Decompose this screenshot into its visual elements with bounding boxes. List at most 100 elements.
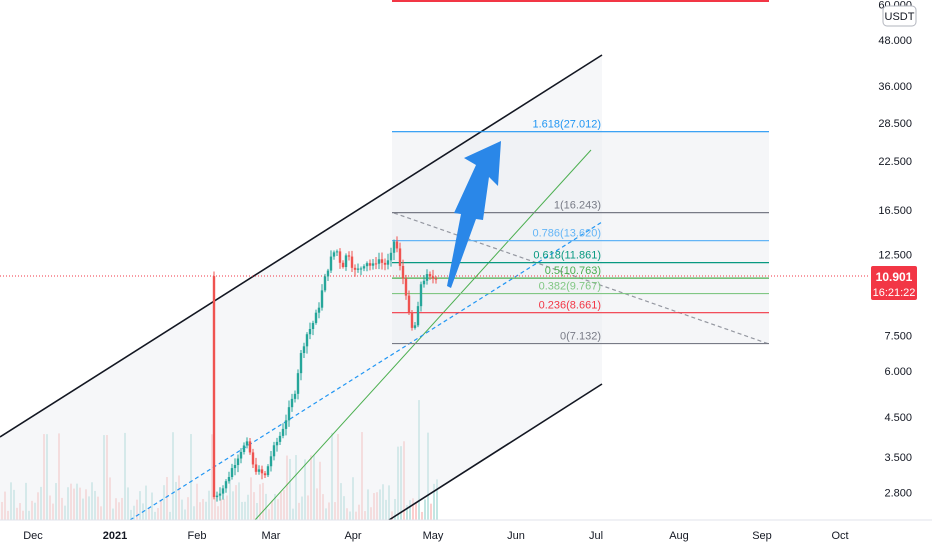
- target-arrow[interactable]: [447, 141, 501, 288]
- volume-bar: [202, 498, 204, 520]
- volume-bar: [94, 490, 96, 520]
- price-tick-2-800: 2.800: [884, 487, 912, 499]
- volume-bar: [367, 489, 369, 520]
- candle: [272, 441, 276, 461]
- price-axis[interactable]: 60.00048.00036.00028.50022.50016.50012.5…: [878, 0, 912, 499]
- volume-bar: [328, 502, 330, 520]
- volume-bar: [379, 489, 381, 520]
- volume-bar: [43, 434, 45, 520]
- candle: [398, 242, 402, 271]
- volume-bar: [130, 509, 132, 520]
- candle: [302, 342, 306, 358]
- candles: [212, 236, 438, 502]
- volume-bar: [169, 511, 171, 520]
- time-tick-feb: Feb: [188, 530, 207, 542]
- volume-bar: [193, 506, 195, 520]
- volume-bar: [76, 483, 78, 520]
- candle: [314, 309, 318, 325]
- candle: [260, 465, 264, 480]
- candle: [215, 491, 219, 502]
- volume-bar: [250, 477, 252, 520]
- candle: [263, 470, 267, 479]
- candle: [338, 248, 342, 269]
- volume-bar: [1, 501, 3, 520]
- candle: [413, 322, 417, 330]
- time-tick-aug: Aug: [669, 530, 689, 542]
- volume-bar: [187, 497, 189, 520]
- volume-bar: [148, 508, 150, 520]
- volume-bar: [247, 494, 249, 520]
- volume-bar: [259, 484, 261, 520]
- time-tick-jun: Jun: [507, 530, 525, 542]
- blue-dashed-trend-line[interactable]: [129, 221, 603, 521]
- candle: [218, 487, 222, 501]
- fib-retracement[interactable]: 1.618(27.012) 1(16.243) 0.786(13.620) 0.618…: [392, 119, 769, 345]
- candle: [308, 322, 312, 340]
- candle: [323, 273, 327, 293]
- volume-bar: [289, 458, 291, 520]
- candle: [392, 239, 396, 260]
- candle: [239, 448, 243, 464]
- candle: [383, 258, 387, 271]
- volume-bar: [343, 496, 345, 520]
- candle: [326, 268, 330, 282]
- time-tick-dec: Dec: [23, 530, 43, 542]
- channel-upper-line[interactable]: [0, 54, 603, 438]
- candle: [374, 256, 378, 270]
- volume-bar: [223, 498, 225, 520]
- price-tick-16-500: 16.500: [878, 205, 912, 217]
- volume-bar: [175, 481, 177, 520]
- volume-bar: [178, 475, 180, 520]
- candle: [407, 290, 411, 316]
- volume-bar: [52, 503, 54, 520]
- currency-badge[interactable]: USDT: [882, 5, 917, 27]
- candle: [287, 400, 291, 427]
- candle: [242, 442, 246, 455]
- volume-bar: [160, 499, 162, 520]
- fib-label-0-5-10-763: 0.5(10.763): [545, 265, 601, 277]
- candle: [425, 269, 429, 285]
- volume-bar: [205, 501, 207, 520]
- volume-bar: [376, 492, 378, 520]
- candle: [341, 260, 345, 269]
- volume-bar: [145, 485, 147, 520]
- volume-bar: [181, 499, 183, 520]
- volume-bar: [283, 490, 285, 520]
- candle: [275, 437, 279, 452]
- time-tick-sep: Sep: [752, 530, 772, 542]
- time-tick-may: May: [423, 530, 444, 542]
- candle: [404, 274, 408, 300]
- candle: [251, 448, 255, 469]
- volume-bar: [136, 499, 138, 520]
- volume-bar: [139, 491, 141, 520]
- time-tick-jul: Jul: [589, 530, 603, 542]
- fib-label-0-618-11-861: 0.618(11.861): [533, 250, 601, 262]
- volume-bar: [385, 499, 387, 520]
- volume-bar: [166, 477, 168, 520]
- volume-bar: [40, 486, 42, 520]
- candle: [344, 253, 348, 271]
- volume-bar: [301, 496, 303, 520]
- candle: [419, 281, 423, 312]
- time-axis[interactable]: Dec 2021 Feb Mar Apr May Jun Jul Aug Sep Oct: [23, 530, 848, 542]
- channel-lower-line[interactable]: [388, 383, 603, 521]
- volume-bar: [361, 432, 363, 520]
- volume-bar: [277, 499, 279, 520]
- candle: [311, 320, 315, 336]
- price-tick-4-500: 4.500: [884, 412, 912, 424]
- volume-bar: [394, 498, 396, 520]
- volume-bar: [406, 504, 408, 520]
- candle: [284, 414, 288, 436]
- candle: [368, 259, 372, 271]
- volume-bar: [22, 510, 24, 520]
- candle: [377, 252, 381, 270]
- candle: [371, 258, 375, 270]
- volume-bar: [37, 492, 39, 520]
- volume-bar: [310, 455, 312, 520]
- volume-bar: [319, 461, 321, 520]
- candle: [434, 276, 438, 284]
- candle: [335, 249, 339, 256]
- volume-bar: [58, 433, 60, 520]
